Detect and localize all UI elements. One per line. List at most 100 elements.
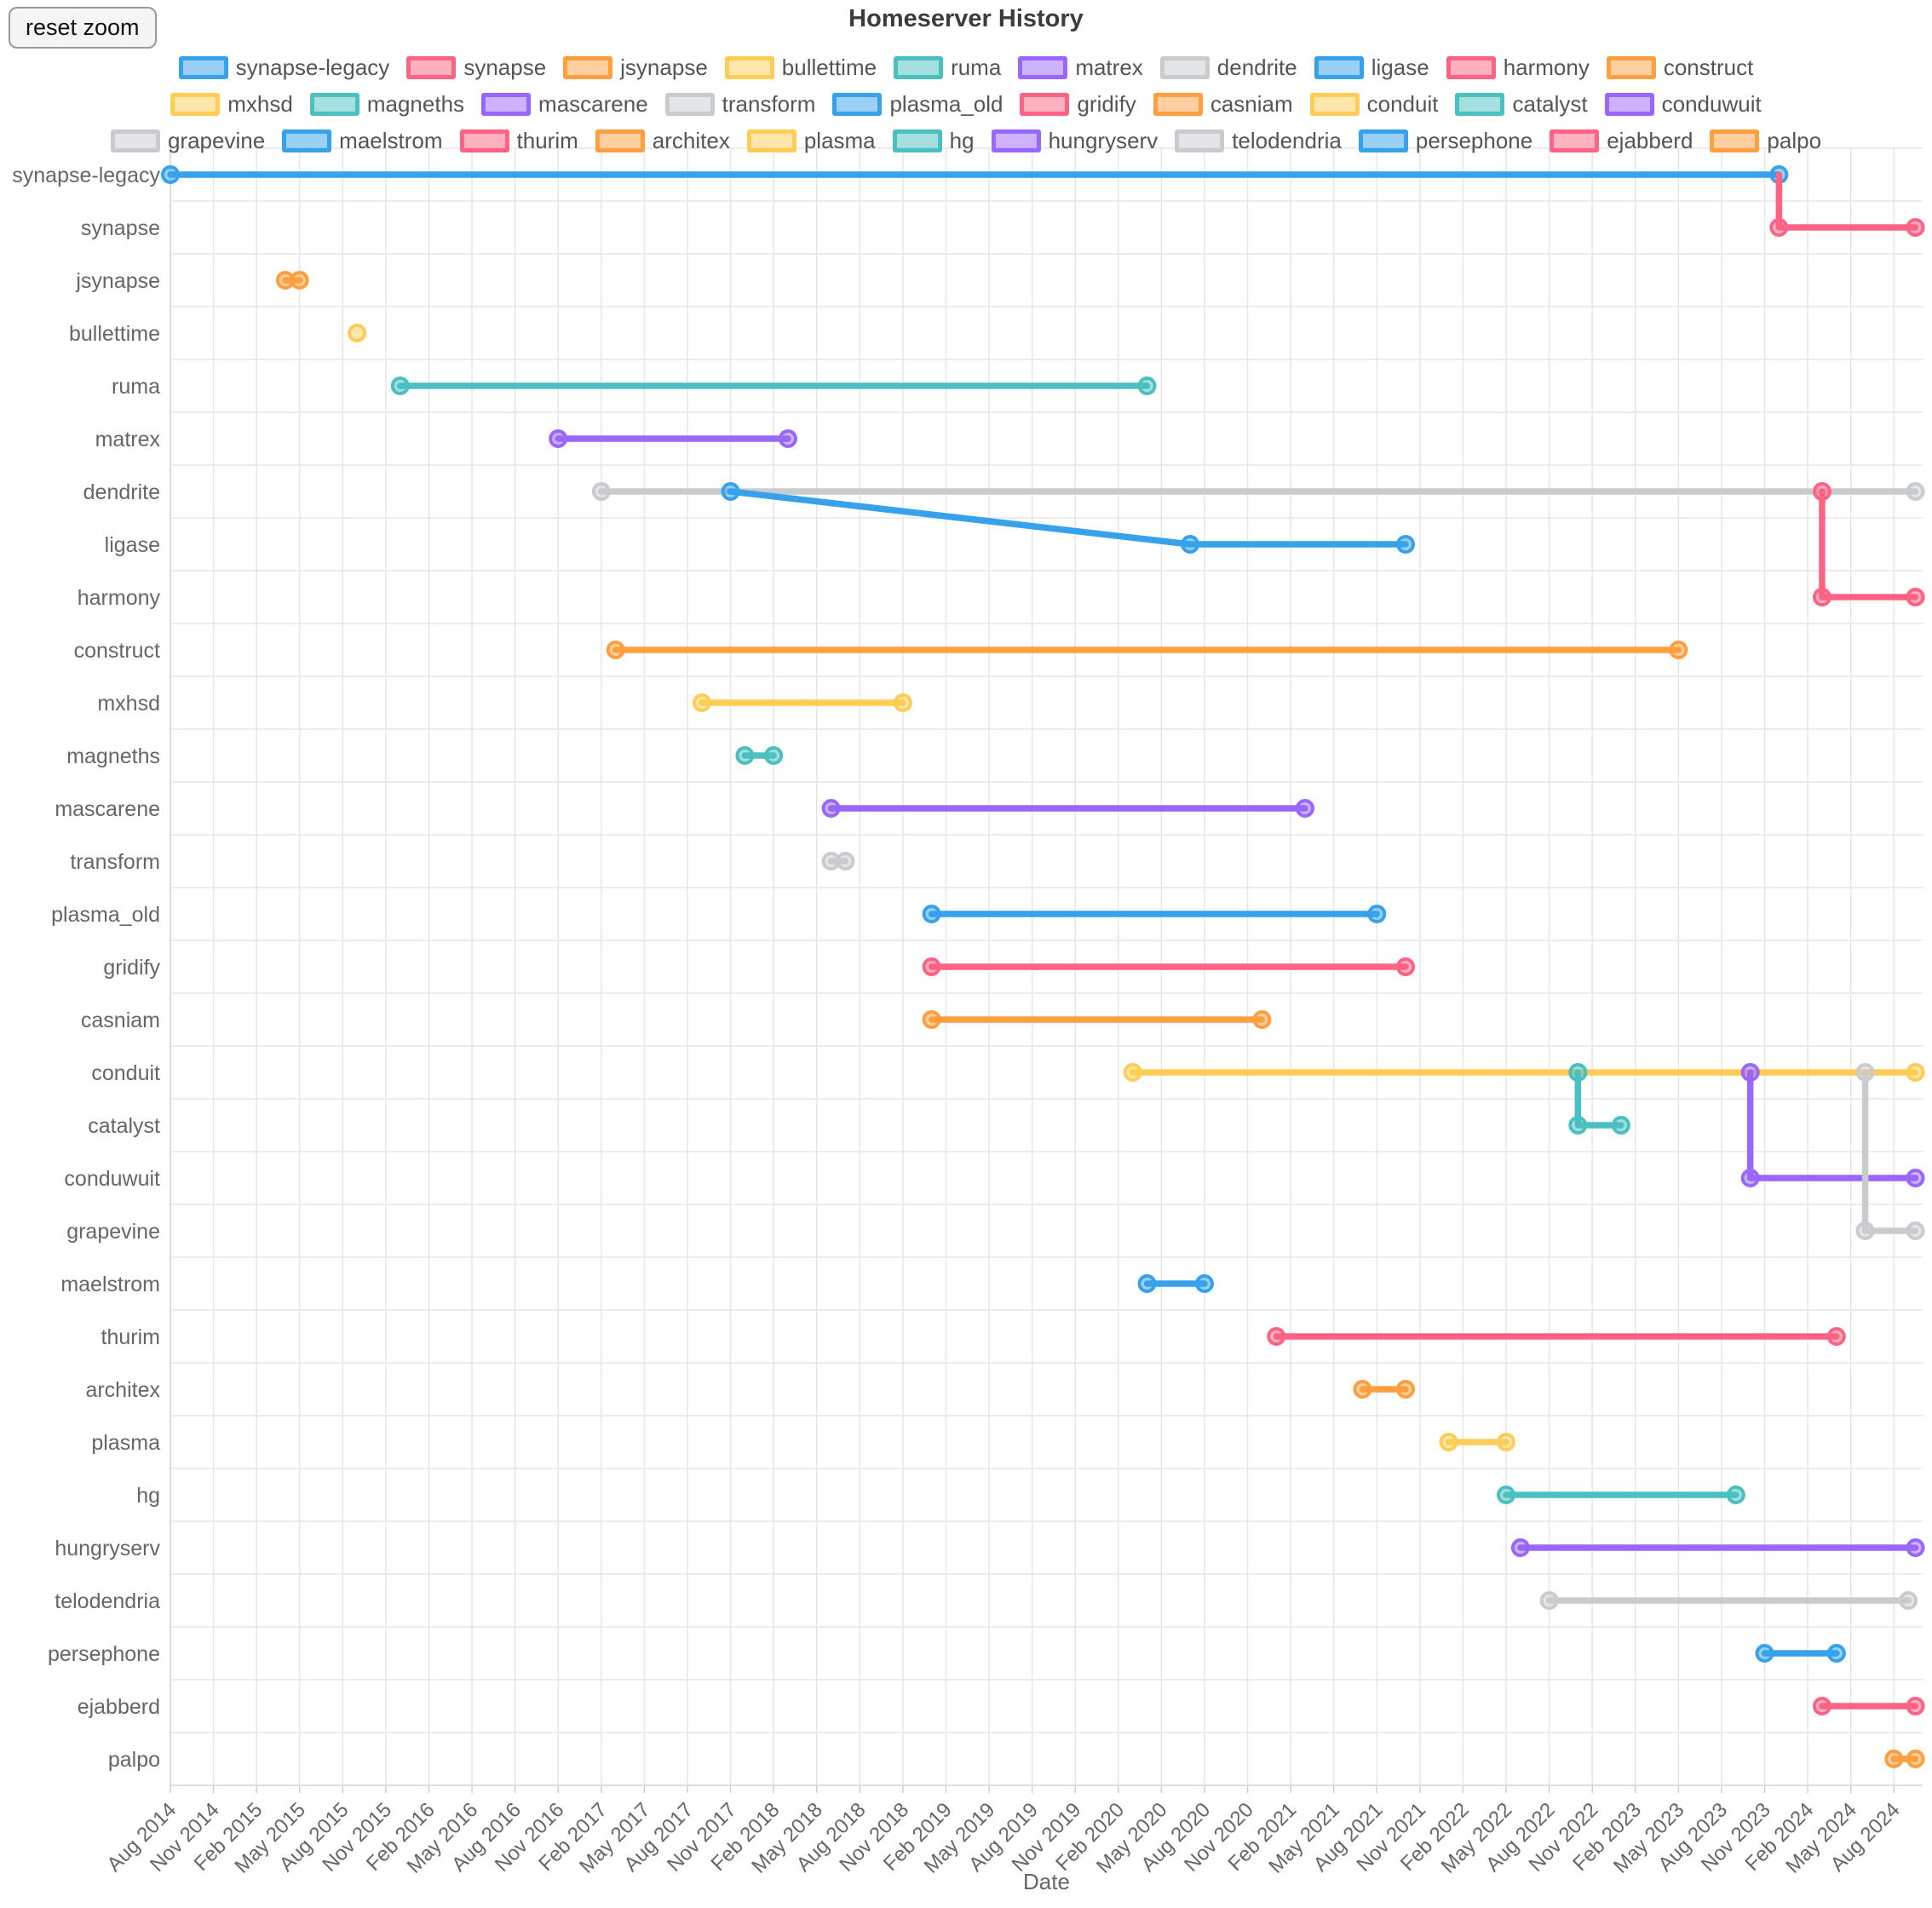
data-point-ejabberd	[1906, 1697, 1925, 1715]
data-point-telodendria	[1539, 1591, 1559, 1610]
legend-swatch-icon	[664, 93, 715, 116]
legend-swatch-icon	[1710, 129, 1760, 152]
legend-swatch-icon	[1020, 93, 1070, 116]
legend-label: plasma	[803, 128, 876, 153]
data-point-conduwuit	[1906, 1169, 1925, 1187]
legend-label: conduit	[1366, 91, 1439, 117]
data-point-harmony	[1906, 588, 1925, 606]
data-point-thurim	[1826, 1327, 1846, 1346]
legend-label: jsynapse	[620, 55, 708, 80]
legend-item-palpo[interactable]: palpo	[1710, 128, 1821, 154]
legend-swatch-icon	[1309, 93, 1360, 116]
legend-item-dendrite[interactable]: dendrite	[1159, 55, 1297, 81]
legend-label: conduwuit	[1661, 91, 1762, 117]
legend-item-conduit[interactable]: conduit	[1309, 91, 1439, 118]
y-axis-label: matrex	[95, 428, 161, 451]
data-point-hungryserv	[1906, 1538, 1925, 1557]
legend-item-hungryserv[interactable]: hungryserv	[991, 128, 1158, 154]
legend-item-conduwuit[interactable]: conduwuit	[1604, 91, 1762, 118]
series-line-harmony	[1819, 488, 1919, 601]
legend-label: persephone	[1415, 128, 1533, 153]
data-point-plasma	[1439, 1433, 1458, 1451]
legend-item-catalyst[interactable]: catalyst	[1455, 91, 1588, 118]
legend-label: palpo	[1767, 128, 1822, 153]
legend-label: dendrite	[1216, 55, 1297, 80]
legend-item-mxhsd[interactable]: mxhsd	[170, 91, 293, 118]
legend-label: matrex	[1075, 55, 1143, 80]
legend-item-synapse-legacy[interactable]: synapse-legacy	[178, 55, 390, 81]
legend-item-jsynapse[interactable]: jsynapse	[563, 55, 708, 81]
legend-swatch-icon	[1446, 56, 1496, 79]
legend-swatch-icon	[406, 56, 457, 79]
legend: synapse-legacy synapse jsynapse bullettime r…	[0, 49, 1932, 159]
legend-label: maelstrom	[339, 128, 443, 153]
data-point-grapevine	[1906, 1221, 1925, 1240]
legend-swatch-icon	[1604, 93, 1654, 116]
legend-swatch-icon	[1606, 56, 1656, 79]
legend-item-persephone[interactable]: persephone	[1358, 128, 1533, 154]
legend-label: gridify	[1077, 91, 1136, 117]
legend-item-plasma[interactable]: plasma	[746, 128, 876, 154]
legend-label: synapse-legacy	[235, 55, 390, 80]
legend-swatch-icon	[309, 93, 359, 116]
data-point-mascarene	[821, 799, 841, 818]
legend-item-maelstrom[interactable]: maelstrom	[282, 128, 443, 154]
y-axis-label: synapse	[81, 216, 160, 240]
y-axis-label: persephone	[48, 1642, 160, 1666]
legend-swatch-icon	[1455, 93, 1505, 116]
data-point-grapevine	[1855, 1221, 1875, 1240]
legend-item-construct[interactable]: construct	[1606, 55, 1753, 81]
y-axis-label: thurim	[101, 1325, 160, 1349]
data-point-mxhsd	[893, 693, 912, 712]
y-axis-label: architex	[85, 1378, 160, 1402]
legend-item-hg[interactable]: hg	[892, 128, 975, 154]
legend-item-transform[interactable]: transform	[664, 91, 815, 118]
legend-item-gridify[interactable]: gridify	[1020, 91, 1136, 118]
data-point-synapse	[1906, 218, 1925, 237]
legend-swatch-icon	[1153, 93, 1203, 116]
legend-swatch-icon	[746, 129, 796, 152]
data-point-harmony	[1812, 588, 1831, 606]
data-point-catalyst	[1611, 1116, 1630, 1135]
legend-item-grapevine[interactable]: grapevine	[110, 128, 265, 154]
legend-item-casniam[interactable]: casniam	[1153, 91, 1293, 118]
legend-item-thurim[interactable]: thurim	[459, 128, 578, 154]
legend-item-telodendria[interactable]: telodendria	[1175, 128, 1342, 154]
legend-label: magneths	[366, 91, 465, 117]
legend-label: mxhsd	[227, 91, 293, 117]
y-axis-label: plasma_old	[51, 903, 160, 927]
data-point-conduwuit	[1740, 1063, 1760, 1082]
data-point-conduit	[1123, 1063, 1142, 1082]
legend-item-bullettime[interactable]: bullettime	[724, 55, 877, 81]
legend-item-mascarene[interactable]: mascarene	[481, 91, 648, 118]
legend-item-ruma[interactable]: ruma	[894, 55, 1001, 81]
y-axis-label: dendrite	[83, 480, 160, 504]
legend-item-harmony[interactable]: harmony	[1446, 55, 1590, 81]
y-axis-label: gridify	[103, 956, 160, 980]
legend-item-synapse[interactable]: synapse	[406, 55, 546, 81]
data-point-gridify	[922, 957, 941, 976]
reset-zoom-button[interactable]: reset zoom	[9, 7, 157, 49]
legend-swatch-icon	[892, 129, 942, 152]
legend-item-architex[interactable]: architex	[595, 128, 730, 154]
legend-swatch-icon	[563, 56, 613, 79]
data-point-gridify	[1396, 957, 1416, 976]
legend-item-plasma_old[interactable]: plasma_old	[832, 91, 1003, 118]
legend-label: bullettime	[781, 55, 877, 80]
data-point-magneths	[764, 746, 784, 765]
data-point-casniam	[1252, 1010, 1272, 1029]
data-point-construct	[606, 641, 625, 659]
legend-item-ligase[interactable]: ligase	[1314, 55, 1429, 81]
legend-item-ejabberd[interactable]: ejabberd	[1550, 128, 1693, 154]
y-axis-label: plasma	[91, 1431, 160, 1455]
y-axis-label: conduit	[91, 1061, 160, 1085]
y-axis-label: ejabberd	[78, 1695, 160, 1719]
legend-item-matrex[interactable]: matrex	[1018, 55, 1143, 81]
y-axis-label: grapevine	[66, 1220, 160, 1244]
y-axis-label: palpo	[108, 1748, 160, 1772]
legend-swatch-icon	[1175, 129, 1225, 152]
legend-item-magneths[interactable]: magneths	[309, 91, 465, 118]
legend-swatch-icon	[1314, 56, 1364, 79]
